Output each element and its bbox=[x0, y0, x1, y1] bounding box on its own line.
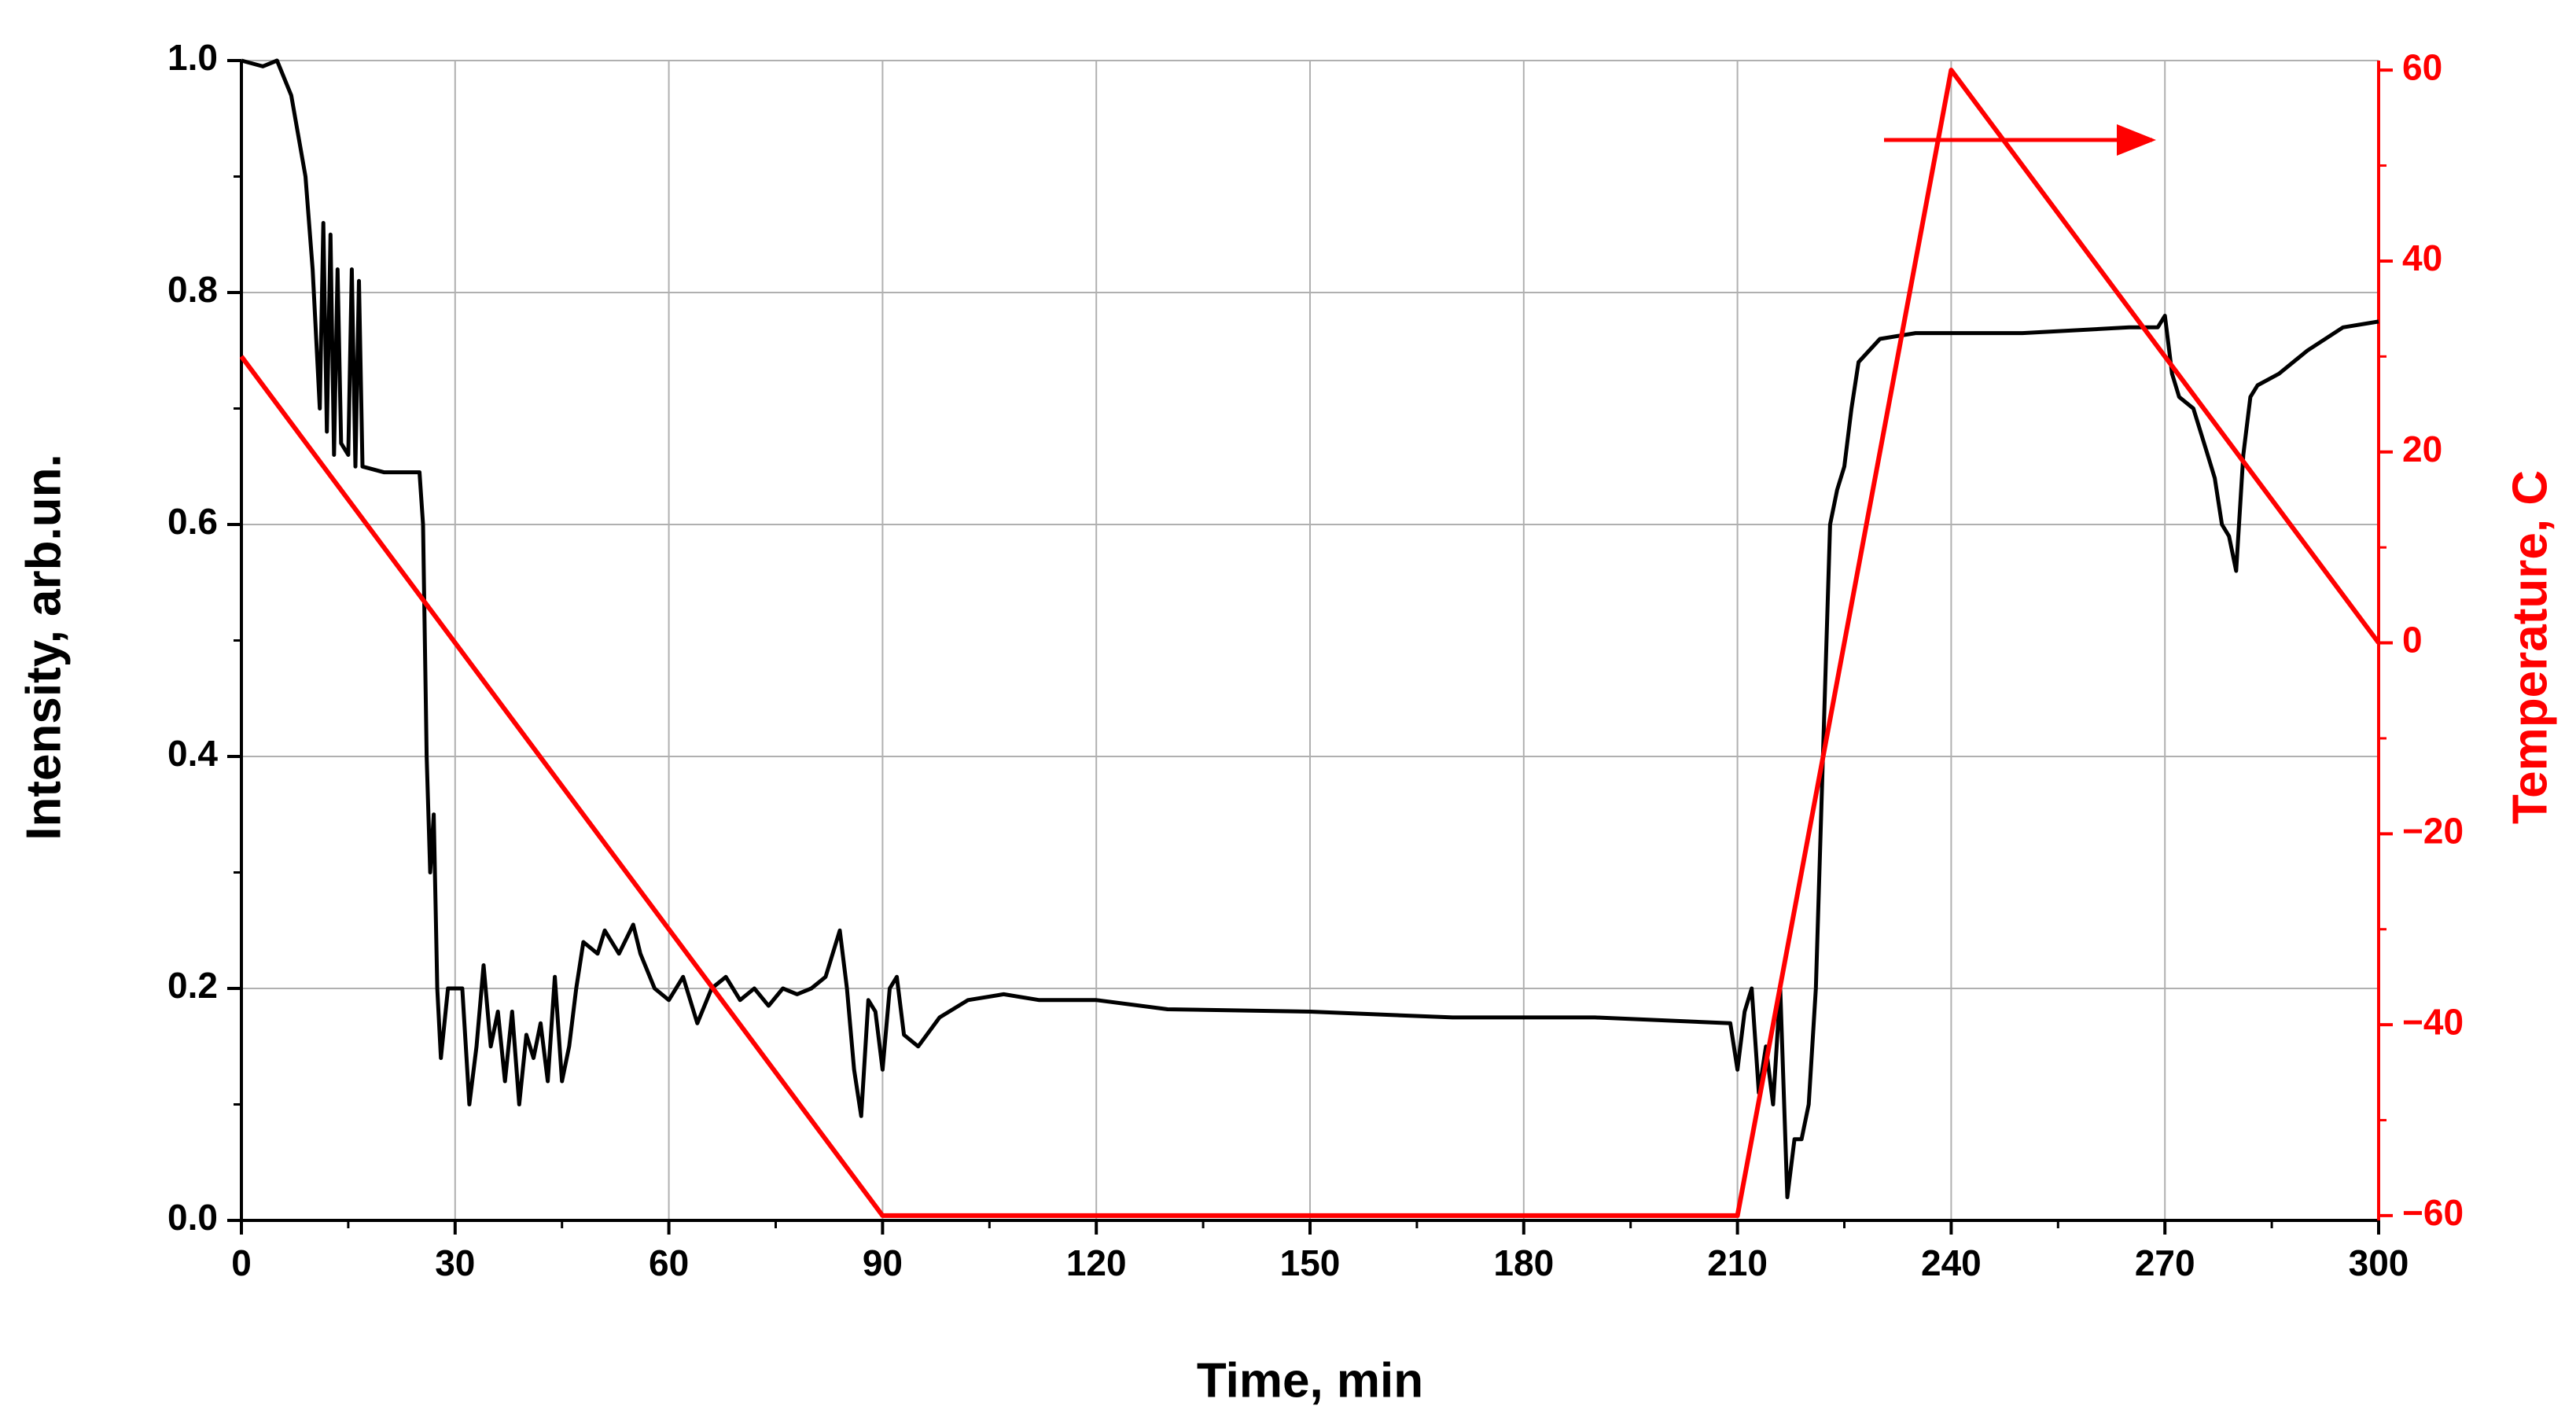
data-line bbox=[241, 58, 2379, 1199]
y-axis-title: Intensity, arb.un. bbox=[17, 454, 71, 840]
x-tick-label: 150 bbox=[1280, 1242, 1341, 1283]
x-tick-label: 120 bbox=[1066, 1242, 1127, 1283]
y-tick-label: 0.8 bbox=[167, 269, 218, 310]
y-tick-label: 0.4 bbox=[167, 733, 218, 774]
x-tick-label: 240 bbox=[1921, 1242, 1982, 1283]
y2-axis-title: Temperature, C bbox=[2503, 470, 2557, 824]
plot-area: 0 30 60 90 120 150 180 210 240 270 300 0.0 0.2 0.4 0.6… bbox=[167, 37, 2464, 1283]
x-tick-label: 60 bbox=[649, 1242, 689, 1283]
x-tick-label: 0 bbox=[231, 1242, 252, 1283]
y2-tick-label: 0 bbox=[2402, 620, 2423, 661]
y-tick-label: 0.2 bbox=[167, 965, 218, 1006]
y2-tick-label: −60 bbox=[2402, 1192, 2464, 1233]
y2-tick-label: −20 bbox=[2402, 810, 2464, 851]
y2-tick-label: 20 bbox=[2402, 429, 2442, 469]
y2-tick-label: 60 bbox=[2402, 46, 2442, 87]
data-line bbox=[239, 68, 2381, 1218]
y-tick-label: 1.0 bbox=[167, 37, 218, 78]
x-tick-label: 180 bbox=[1493, 1242, 1554, 1283]
y-tick-label: 0.0 bbox=[167, 1197, 218, 1238]
y-tick-label: 0.6 bbox=[167, 501, 218, 542]
x-tick-label: 30 bbox=[435, 1242, 475, 1283]
x-axis-title: Time, min bbox=[1197, 1353, 1423, 1408]
y2-tick-label: 40 bbox=[2402, 237, 2442, 278]
x-tick-label: 210 bbox=[1707, 1242, 1768, 1283]
x-tick-label: 300 bbox=[2349, 1242, 2409, 1283]
y2-tick-label: −40 bbox=[2402, 1001, 2464, 1042]
x-tick-label: 270 bbox=[2135, 1242, 2195, 1283]
x-tick-label: 90 bbox=[863, 1242, 903, 1283]
